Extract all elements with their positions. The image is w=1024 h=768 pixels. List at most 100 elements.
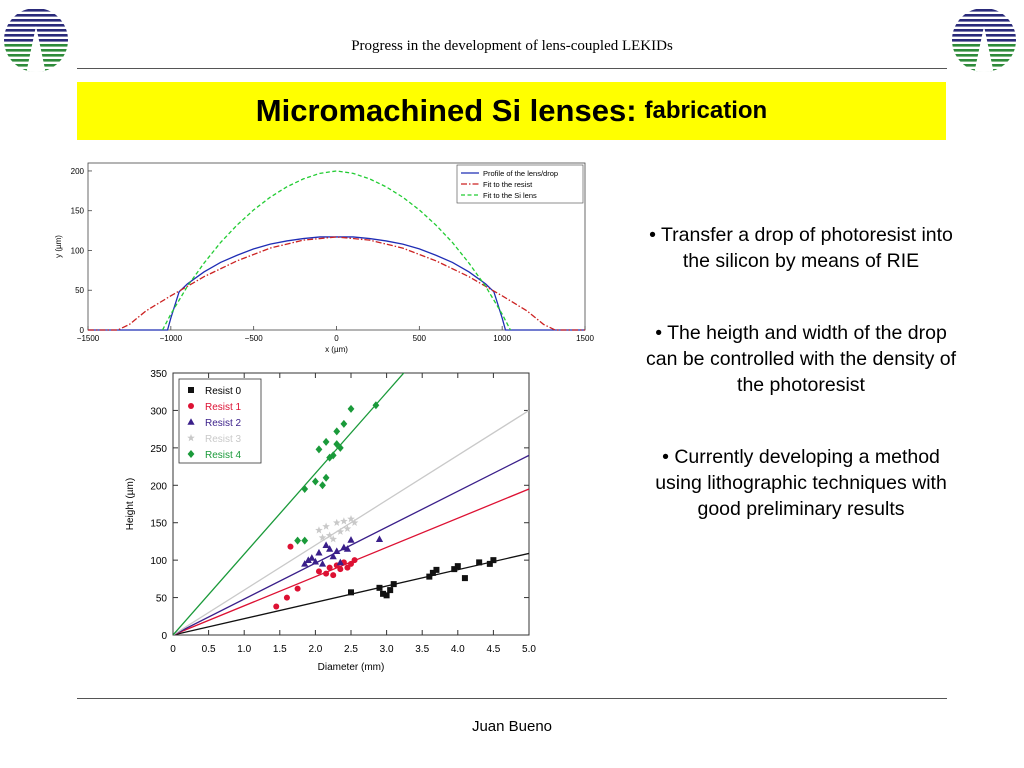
data-point — [490, 557, 497, 564]
data-point — [322, 473, 330, 482]
x-tick-label: 1.5 — [273, 644, 287, 655]
data-point — [390, 581, 397, 588]
data-point — [322, 541, 330, 548]
x-tick-label: 500 — [413, 334, 427, 343]
data-point — [476, 559, 483, 566]
data-point — [322, 437, 330, 446]
legend-label: Resist 2 — [205, 418, 242, 429]
data-point — [322, 522, 330, 530]
data-point — [344, 564, 351, 571]
header-divider — [77, 68, 947, 69]
data-point — [330, 572, 337, 579]
data-point — [315, 548, 323, 556]
data-point — [294, 536, 301, 545]
data-point — [347, 536, 355, 543]
bullet-list: • Transfer a drop of photoresist into th… — [645, 222, 957, 568]
x-tick-label: 5.0 — [522, 644, 536, 655]
data-point — [315, 445, 323, 454]
data-point — [343, 545, 352, 552]
height-diameter-chart: 0 0.5 1.0 1.5 2.0 2.5 3.0 3.5 4.0 4.5 5.0 0 50 100 150… — [125, 369, 536, 673]
footer-divider — [77, 698, 947, 699]
data-point — [333, 547, 341, 554]
x-tick-label: 1000 — [493, 334, 511, 343]
data-point — [326, 564, 333, 571]
bullet-item: • Currently developing a method using li… — [655, 446, 947, 520]
data-point — [304, 556, 312, 563]
legend-marker — [187, 450, 195, 458]
x-tick-label: 4.0 — [451, 644, 465, 655]
x-tick-label: 2.5 — [344, 644, 358, 655]
x-tick-label: −500 — [245, 334, 264, 343]
data-point — [429, 569, 436, 576]
slide-title: Micromachined Si lenses: — [255, 93, 637, 128]
data-point — [372, 401, 380, 410]
x-axis-label: Diameter (mm) — [318, 662, 385, 673]
y-tick-label: 150 — [150, 519, 167, 530]
data-point — [387, 587, 394, 594]
x-tick-label: 1.0 — [237, 644, 251, 655]
institution-logo-icon — [952, 9, 1016, 72]
data-point — [333, 427, 341, 436]
legend-label: Resist 1 — [205, 402, 242, 413]
legend-marker — [188, 387, 194, 393]
x-tick-label: 3.5 — [415, 644, 429, 655]
data-point — [351, 557, 358, 564]
data-point — [325, 531, 334, 539]
slide-subtitle: fabrication — [644, 97, 768, 124]
data-point — [336, 443, 344, 452]
legend-marker — [187, 418, 195, 425]
y-tick-label: 250 — [150, 444, 167, 455]
data-point — [294, 585, 301, 592]
x-tick-label: 0.5 — [202, 644, 216, 655]
y-tick-label: 350 — [150, 369, 167, 380]
legend-label: Resist 3 — [205, 434, 242, 445]
data-point — [375, 535, 384, 542]
y-tick-label: 50 — [156, 594, 168, 605]
data-point — [287, 543, 294, 550]
series-line — [161, 170, 512, 331]
y-tick-label: 0 — [161, 631, 167, 642]
x-tick-label: −1500 — [77, 334, 100, 343]
data-point — [454, 563, 461, 570]
data-point — [283, 594, 290, 601]
lens-profile-chart: −1500 −1000 −500 0 500 1000 1500 0 50 100 150 200 x … — [54, 162, 594, 354]
y-axis-label: Height (µm) — [125, 478, 136, 530]
y-tick-label: 0 — [80, 326, 85, 335]
data-point — [301, 536, 309, 545]
data-point — [311, 557, 319, 565]
data-point — [323, 570, 330, 577]
data-point — [383, 592, 390, 599]
data-point — [340, 517, 348, 525]
y-tick-label: 100 — [71, 246, 85, 255]
data-point — [376, 584, 383, 591]
y-tick-label: 200 — [71, 167, 85, 176]
y-tick-label: 200 — [150, 481, 167, 492]
data-point — [329, 451, 337, 460]
y-tick-label: 50 — [75, 286, 84, 295]
legend-label: Fit to the resist — [483, 180, 533, 189]
data-point — [315, 568, 322, 575]
legend-label: Resist 0 — [205, 386, 242, 397]
data-point — [461, 575, 468, 582]
data-point — [350, 518, 359, 526]
data-point — [312, 477, 319, 486]
data-point — [301, 485, 309, 494]
data-point — [347, 514, 355, 523]
data-point — [337, 566, 344, 573]
data-point — [326, 545, 334, 552]
data-point — [301, 560, 309, 567]
data-point — [332, 518, 341, 526]
data-point — [319, 481, 326, 490]
legend-label: Resist 4 — [205, 450, 242, 461]
bullet-item: • The heigth and width of the drop can b… — [645, 322, 957, 396]
data-point — [308, 554, 316, 561]
x-tick-label: 4.5 — [486, 644, 500, 655]
data-point — [318, 533, 327, 541]
x-tick-label: 0 — [170, 644, 176, 655]
y-tick-label: 100 — [150, 556, 167, 567]
data-point — [336, 558, 344, 566]
header-title: Progress in the development of lens-coup… — [351, 38, 673, 54]
data-point — [433, 566, 440, 573]
y-axis-label: y (µm) — [54, 235, 63, 258]
legend-marker — [188, 403, 194, 409]
